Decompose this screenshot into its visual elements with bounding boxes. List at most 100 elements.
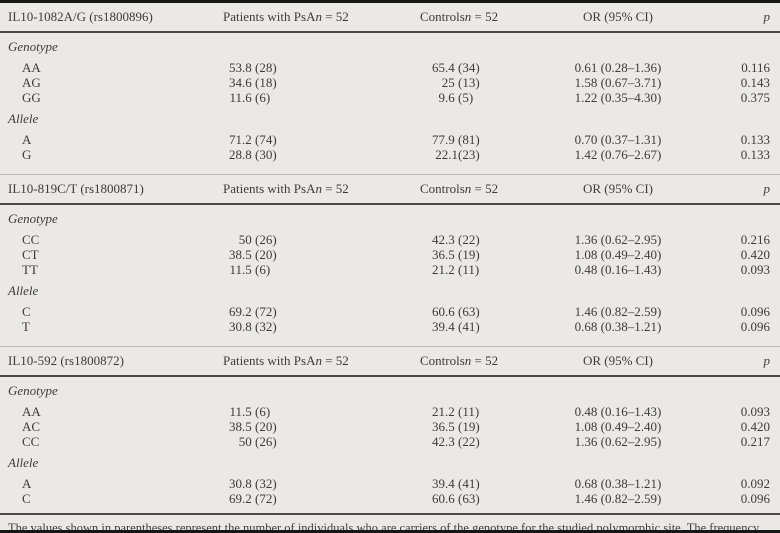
block-header-row: IL10-592 (rs1800872) Patients with PsAn … — [0, 346, 780, 377]
cell-p: 0.093 — [740, 262, 770, 277]
cell-controls: 36.5 (19) — [432, 419, 480, 434]
cell-or: 0.61 (0.28–1.36) — [574, 60, 662, 75]
cell-patients: 11.5 (6) — [229, 404, 271, 419]
cell-controls: 42.3 (22) — [432, 232, 480, 247]
col-header-controls: Controlsn = 52 — [420, 353, 499, 368]
section-rows: CC 50 (26) 42.3 (22) 1.36 (0.62–2.95) 0.… — [0, 232, 780, 277]
table-row: TT 11.5 (6) 21.2 (11) 0.48 (0.16–1.43) 0… — [0, 262, 780, 277]
table-row: GG 11.6 (6) 9.6 (5) 1.22 (0.35–4.30) 0.3… — [0, 90, 780, 105]
cell-controls: 25 (13) — [441, 75, 480, 90]
cell-or: 1.08 (0.49–2.40) — [574, 247, 662, 262]
section-rows: AA 11.5 (6) 21.2 (11) 0.48 (0.16–1.43) 0… — [0, 404, 780, 449]
cell-patients: 71.2 (74) — [229, 132, 277, 147]
cell-p: 0.375 — [740, 90, 770, 105]
cell-p: 0.420 — [740, 247, 770, 262]
row-label: C — [22, 491, 31, 506]
cell-controls: 65.4 (34) — [432, 60, 480, 75]
cell-p: 0.216 — [740, 232, 770, 247]
cell-patients: 50 (26) — [238, 232, 277, 247]
cell-controls: 36.5 (19) — [432, 247, 480, 262]
snp-block: IL10-819C/T (rs1800871) Patients with Ps… — [0, 174, 780, 341]
row-label: GG — [22, 90, 41, 105]
row-label: A — [22, 476, 32, 491]
table-row: AC 38.5 (20) 36.5 (19) 1.08 (0.49–2.40) … — [0, 419, 780, 434]
table-row: AA 53.8 (28) 65.4 (34) 0.61 (0.28–1.36) … — [0, 60, 780, 75]
cell-patients: 38.5 (20) — [229, 247, 277, 262]
cell-or: 1.58 (0.67–3.71) — [574, 75, 662, 90]
row-label: A — [22, 132, 32, 147]
table-section: Allele A 71.2 (74) 77.9 (81) 0.70 (0.37–… — [0, 105, 780, 162]
snp-title: IL10-592 (rs1800872) — [8, 353, 124, 368]
section-label: Genotype — [8, 383, 58, 398]
row-label: CT — [22, 247, 39, 262]
cell-p: 0.093 — [740, 404, 770, 419]
table-blocks: IL10-1082A/G (rs1800896) Patients with P… — [0, 3, 780, 513]
section-rows: A 71.2 (74) 77.9 (81) 0.70 (0.37–1.31) 0… — [0, 132, 780, 162]
block-body: Genotype CC 50 (26) 42.3 (22) 1.36 (0.62… — [0, 205, 780, 341]
cell-patients: 34.6 (18) — [229, 75, 277, 90]
table-section: Genotype AA 53.8 (28) 65.4 (34) 0.61 (0.… — [0, 33, 780, 105]
cell-or: 1.46 (0.82–2.59) — [574, 491, 662, 506]
table-section: Genotype AA 11.5 (6) 21.2 (11) 0.48 (0.1… — [0, 377, 780, 449]
section-label-row: Allele — [0, 105, 780, 132]
cell-p: 0.116 — [741, 60, 770, 75]
cell-p: 0.096 — [740, 491, 770, 506]
row-label: AA — [22, 404, 41, 419]
cell-controls: 21.2 (11) — [432, 262, 480, 277]
cell-controls: 21.2 (11) — [432, 404, 480, 419]
cell-or: 1.36 (0.62–2.95) — [574, 232, 662, 247]
cell-controls: 9.6 (5) — [438, 90, 474, 105]
row-label: TT — [22, 262, 38, 277]
cell-patients: 11.5 (6) — [229, 262, 271, 277]
col-header-or: OR (95% CI) — [582, 353, 654, 368]
col-header-or: OR (95% CI) — [582, 181, 654, 196]
cell-controls: 42.3 (22) — [432, 434, 480, 449]
cell-or: 1.36 (0.62–2.95) — [574, 434, 662, 449]
col-header-patients: Patients with PsAn = 52 — [223, 181, 349, 196]
cell-controls: 22.1 (23) — [435, 147, 480, 162]
section-label-row: Genotype — [0, 205, 780, 232]
snp-title: IL10-1082A/G (rs1800896) — [8, 9, 153, 24]
cell-patients: 69.2 (72) — [229, 304, 277, 319]
row-label: CC — [22, 434, 40, 449]
col-header-p: p — [763, 181, 771, 196]
cell-controls: 77.9 (81) — [432, 132, 480, 147]
section-label-row: Allele — [0, 449, 780, 476]
table-row: AA 11.5 (6) 21.2 (11) 0.48 (0.16–1.43) 0… — [0, 404, 780, 419]
cell-patients: 30.8 (32) — [229, 476, 277, 491]
cell-p: 0.092 — [740, 476, 770, 491]
col-header-patients: Patients with PsAn = 52 — [223, 9, 349, 24]
cell-patients: 30.8 (32) — [229, 319, 277, 334]
row-label: T — [22, 319, 30, 334]
row-label: CC — [22, 232, 40, 247]
table-row: AG 34.6 (18) 25 (13) 1.58 (0.67–3.71) 0.… — [0, 75, 780, 90]
table-row: G 28.8 (30) 22.1 (23) 1.42 (0.76–2.67) 0.… — [0, 147, 780, 162]
col-header-p: p — [763, 353, 771, 368]
cell-patients: 28.8 (30) — [229, 147, 277, 162]
cell-p: 0.096 — [740, 304, 770, 319]
table-section: Allele C 69.2 (72) 60.6 (63) 1.46 (0.82–… — [0, 277, 780, 334]
footnote-line-1: The values shown in parentheses represen… — [8, 521, 760, 533]
section-rows: C 69.2 (72) 60.6 (63) 1.46 (0.82–2.59) 0… — [0, 304, 780, 334]
cell-controls: 39.4 (41) — [432, 476, 480, 491]
section-label: Allele — [8, 283, 39, 298]
cell-or: 0.70 (0.37–1.31) — [574, 132, 662, 147]
cell-or: 1.08 (0.49–2.40) — [574, 419, 662, 434]
col-header-patients: Patients with PsAn = 52 — [223, 353, 349, 368]
cell-or: 0.68 (0.38–1.21) — [574, 476, 662, 491]
table-footnote: The values shown in parentheses represen… — [0, 513, 780, 533]
block-body: Genotype AA 53.8 (28) 65.4 (34) 0.61 (0.… — [0, 33, 780, 169]
section-rows: AA 53.8 (28) 65.4 (34) 0.61 (0.28–1.36) … — [0, 60, 780, 105]
col-header-p: p — [763, 9, 771, 24]
cell-patients: 11.6 (6) — [229, 90, 271, 105]
row-label: G — [22, 147, 32, 162]
cell-p: 0.096 — [740, 319, 770, 334]
cell-p: 0.133 — [740, 147, 770, 162]
cell-patients: 69.2 (72) — [229, 491, 277, 506]
col-header-controls: Controlsn = 52 — [420, 9, 499, 24]
cell-patients: 38.5 (20) — [229, 419, 277, 434]
cell-patients: 53.8 (28) — [229, 60, 277, 75]
cell-p: 0.133 — [740, 132, 770, 147]
section-label: Genotype — [8, 39, 58, 54]
